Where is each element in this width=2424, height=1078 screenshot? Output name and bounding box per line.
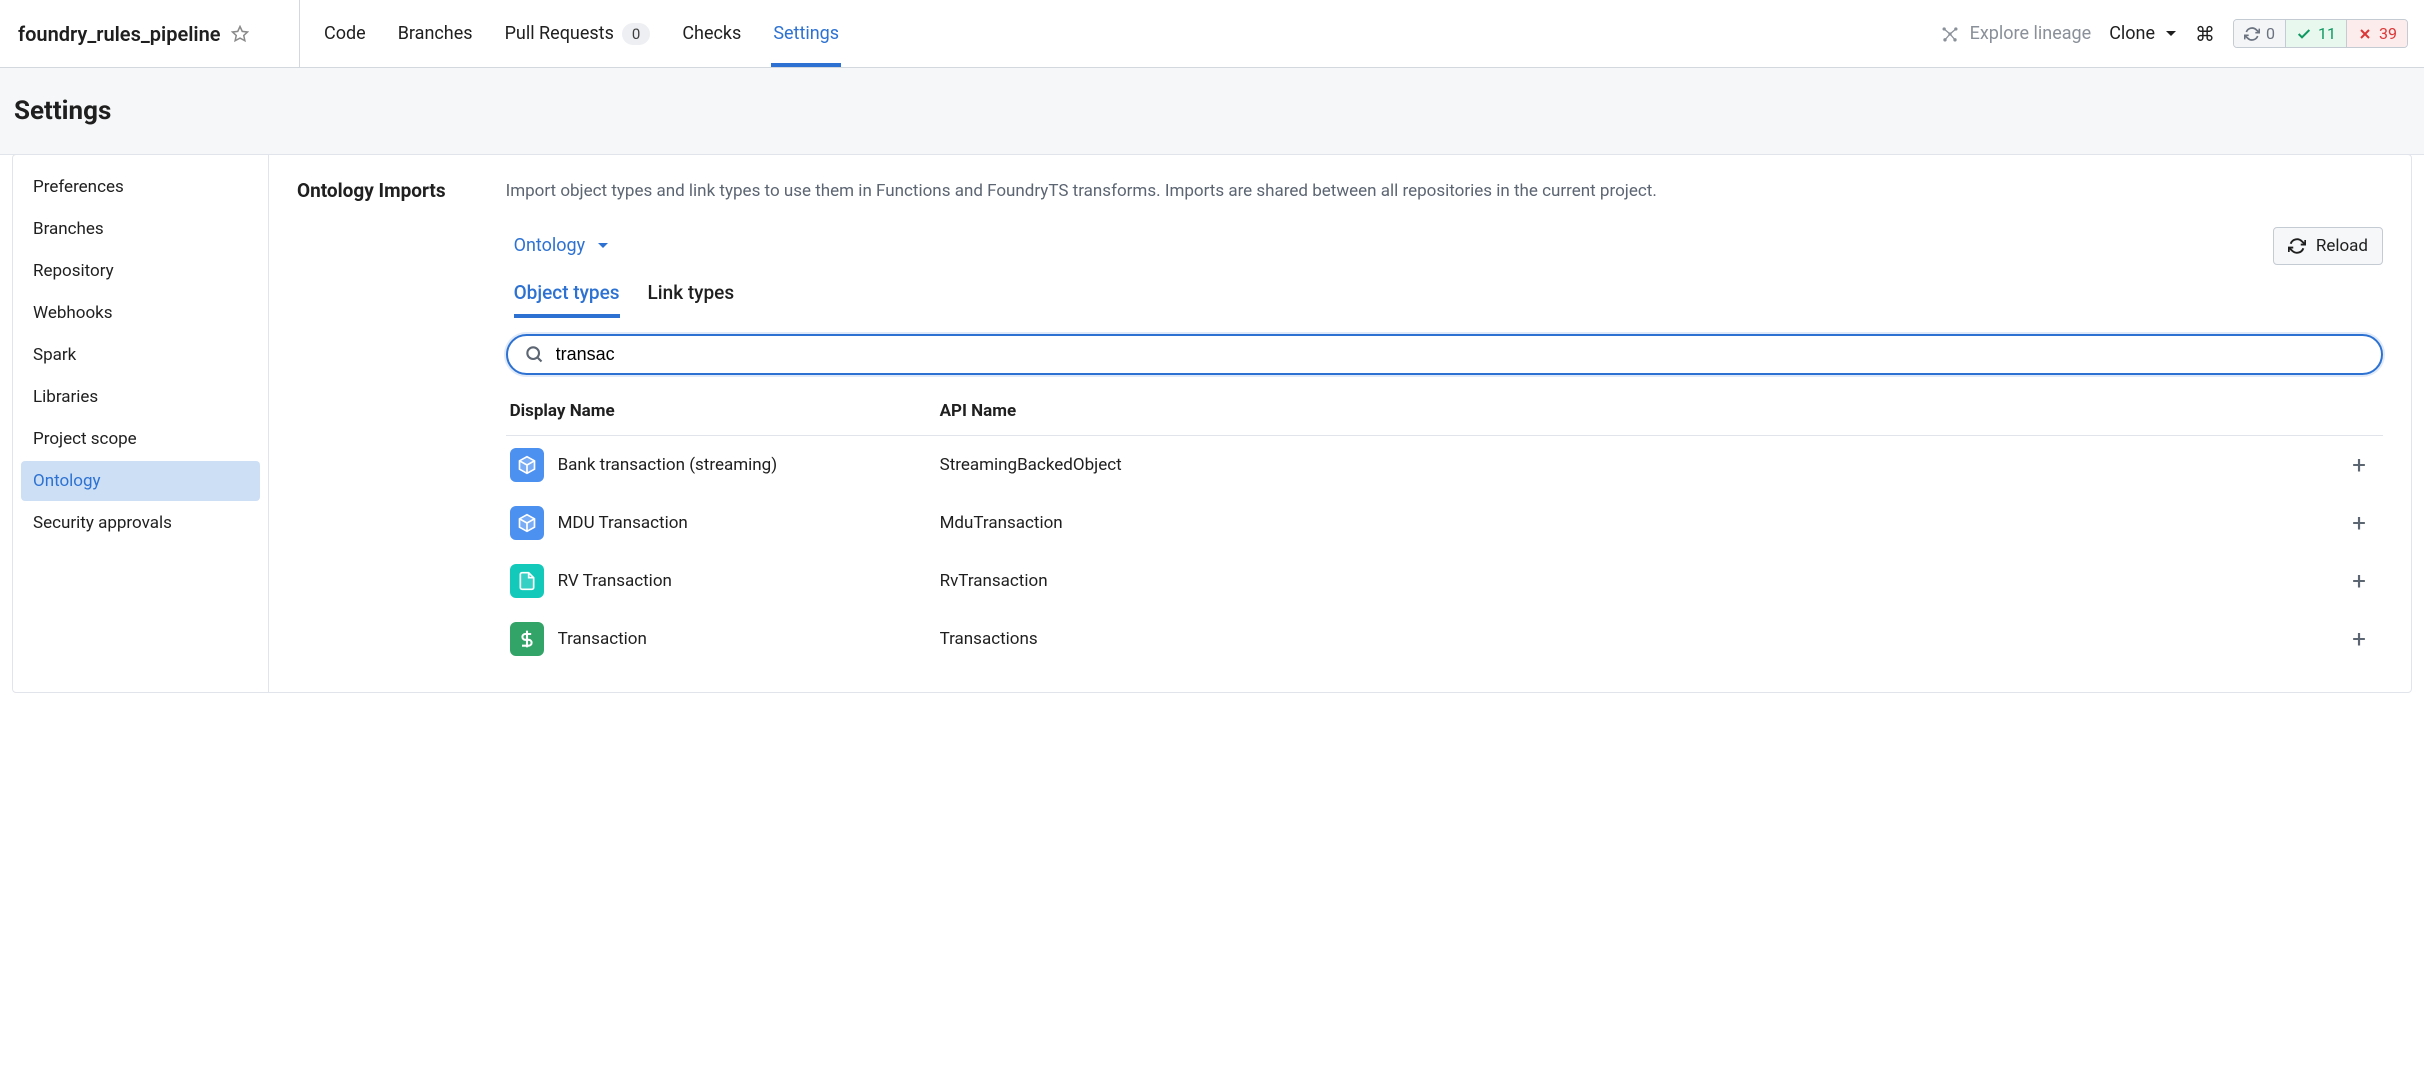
subtab-link-types[interactable]: Link types [648, 281, 735, 318]
sidenav-libraries[interactable]: Libraries [21, 377, 260, 417]
ontology-select[interactable]: Ontology [506, 235, 610, 256]
command-icon[interactable]: ⌘ [2195, 22, 2215, 46]
col-header-display: Display Name [510, 401, 940, 421]
page-title: Settings [14, 96, 2424, 126]
add-button[interactable]: + [2339, 567, 2379, 595]
repo-name: foundry_rules_pipeline [18, 22, 221, 46]
status-fail-count: 39 [2379, 24, 2397, 43]
chevron-down-icon [597, 240, 609, 252]
sidenav-branches[interactable]: Branches [21, 209, 260, 249]
object-type-icon [510, 622, 544, 656]
table-row: Transaction Transactions+ [506, 610, 2383, 668]
status-group: 0 11 39 [2233, 19, 2408, 48]
refresh-icon [2244, 26, 2260, 42]
sidenav-security-approvals[interactable]: Security approvals [21, 503, 260, 543]
row-api-name: Transactions [940, 629, 2339, 649]
explore-lineage-button[interactable]: Explore lineage [1940, 23, 2092, 44]
reload-button[interactable]: Reload [2273, 227, 2383, 265]
tab-settings[interactable]: Settings [771, 0, 841, 67]
sidenav-repository[interactable]: Repository [21, 251, 260, 291]
tab-code[interactable]: Code [322, 0, 368, 67]
row-api-name: RvTransaction [940, 571, 2339, 591]
col-header-api: API Name [940, 401, 2339, 421]
add-button[interactable]: + [2339, 509, 2379, 537]
sidenav-spark[interactable]: Spark [21, 335, 260, 375]
section-description: Import object types and link types to us… [506, 179, 2383, 205]
table-row: RV Transaction RvTransaction+ [506, 552, 2383, 610]
row-display-name: Bank transaction (streaming) [558, 455, 778, 475]
search-input[interactable] [556, 344, 2365, 365]
tab-checks[interactable]: Checks [680, 0, 743, 67]
add-button[interactable]: + [2339, 451, 2379, 479]
status-fail[interactable]: 39 [2346, 20, 2407, 47]
object-type-icon [510, 564, 544, 598]
tab-branches[interactable]: Branches [396, 0, 475, 67]
x-icon [2357, 26, 2373, 42]
object-type-icon [510, 506, 544, 540]
subtab-object-types[interactable]: Object types [514, 281, 620, 318]
repo-tabs: Code Branches Pull Requests 0 Checks Set… [300, 0, 1940, 67]
section-label: Ontology Imports [297, 179, 446, 668]
search-wrap[interactable] [506, 334, 2383, 375]
clone-button[interactable]: Clone [2109, 23, 2177, 44]
row-display-name: RV Transaction [558, 571, 672, 591]
sidenav-ontology[interactable]: Ontology [21, 461, 260, 501]
tab-pull-requests[interactable]: Pull Requests 0 [503, 0, 653, 67]
check-icon [2296, 26, 2312, 42]
chevron-down-icon [2165, 28, 2177, 40]
ontology-select-label: Ontology [514, 235, 586, 256]
row-display-name: MDU Transaction [558, 513, 688, 533]
explore-lineage-label: Explore lineage [1970, 23, 2092, 44]
add-button[interactable]: + [2339, 625, 2379, 653]
status-pass[interactable]: 11 [2285, 20, 2346, 47]
search-icon [524, 344, 544, 364]
status-refresh[interactable]: 0 [2234, 20, 2285, 47]
status-pass-count: 11 [2318, 24, 2336, 43]
sidenav-preferences[interactable]: Preferences [21, 167, 260, 207]
sidenav-webhooks[interactable]: Webhooks [21, 293, 260, 333]
tab-pr-label: Pull Requests [505, 23, 614, 44]
pr-count-badge: 0 [622, 23, 650, 45]
star-icon[interactable] [231, 25, 249, 43]
reload-label: Reload [2316, 236, 2368, 256]
row-api-name: MduTransaction [940, 513, 2339, 533]
object-type-icon [510, 448, 544, 482]
settings-sidenav: Preferences Branches Repository Webhooks… [13, 155, 269, 692]
table-row: Bank transaction (streaming) StreamingBac… [506, 436, 2383, 494]
refresh-icon [2288, 237, 2306, 255]
lineage-icon [1940, 24, 1960, 44]
status-refresh-count: 0 [2266, 24, 2275, 43]
row-api-name: StreamingBackedObject [940, 455, 2339, 475]
clone-label: Clone [2109, 23, 2155, 44]
row-display-name: Transaction [558, 629, 647, 649]
table-row: MDU Transaction MduTransaction+ [506, 494, 2383, 552]
sidenav-project-scope[interactable]: Project scope [21, 419, 260, 459]
